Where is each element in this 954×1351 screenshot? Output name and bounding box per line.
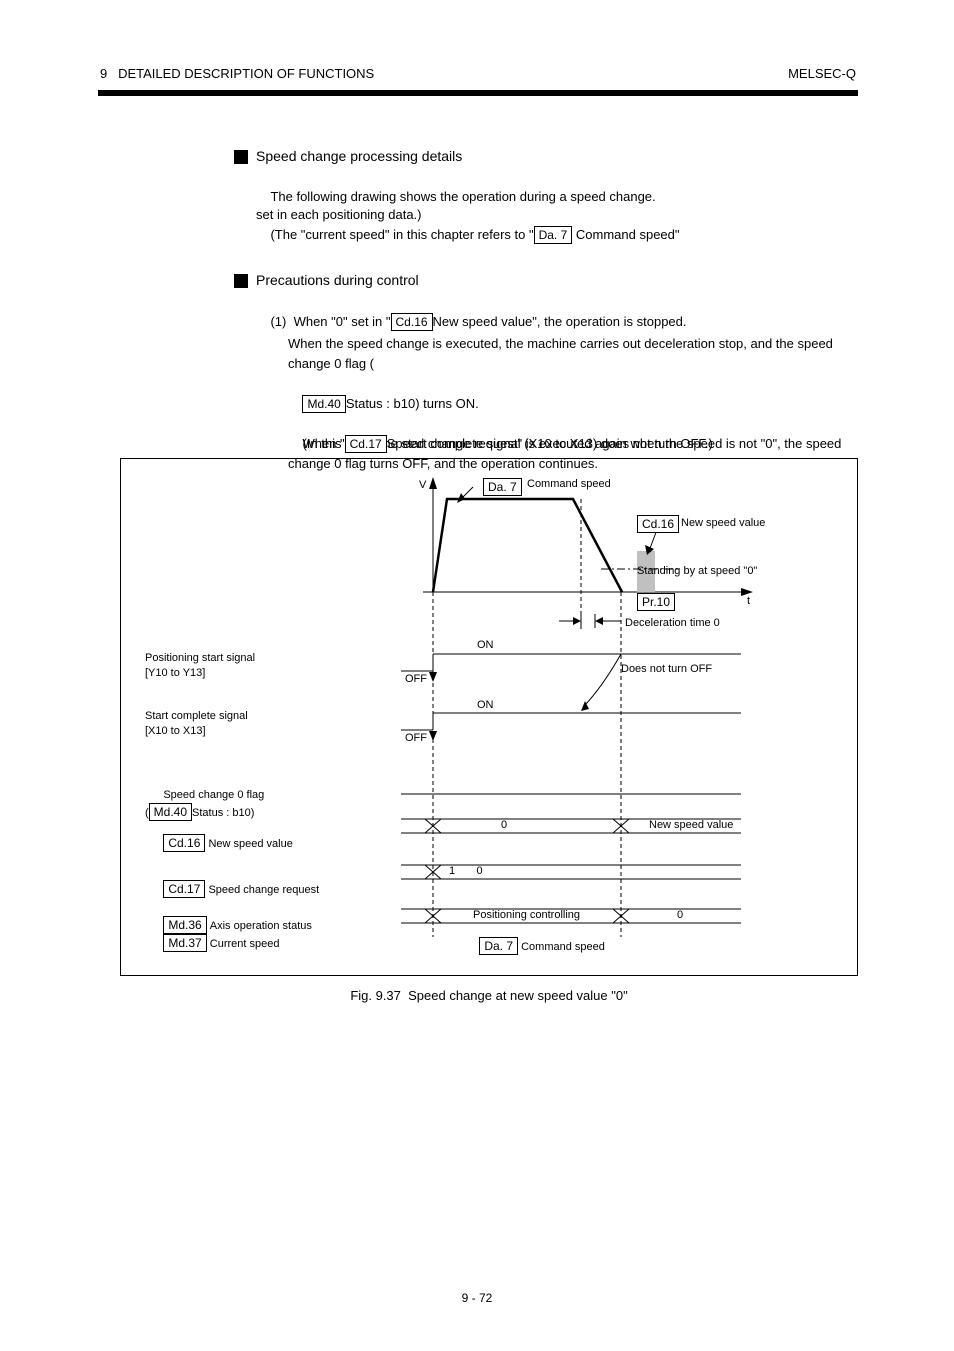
val-1-0: 1 0 <box>449 865 483 877</box>
no-off: Does not turn OFF <box>621 663 712 675</box>
da7-row-box: Da. 7 <box>479 937 518 955</box>
off-label-2: OFF <box>405 732 427 744</box>
section1-line2-pre: (The "current speed" in this chapter ref… <box>270 227 533 242</box>
section2-title: Precautions during control <box>256 272 419 288</box>
cd17-pre: When " <box>302 436 344 451</box>
s2-l1-post: New speed value", the operation is stopp… <box>433 314 687 329</box>
figure-caption: Fig. 9.37 Speed change at new speed valu… <box>120 988 858 1003</box>
bullet-icon <box>234 150 248 164</box>
row-start-complete: Start complete signal [X10 to X13] <box>145 709 385 739</box>
val-positioning: Positioning controlling <box>473 909 580 921</box>
page: 9 DETAILED DESCRIPTION OF FUNCTIONS MELS… <box>0 0 954 1351</box>
da7-text: Command speed <box>527 478 611 490</box>
s2-l1-pre: (1) When "0" set in " <box>270 314 390 329</box>
da7-box: Da. 7 <box>483 478 522 496</box>
cd17-row-text: Speed change request <box>208 884 319 896</box>
pr10-text: Deceleration time 0 <box>625 617 720 629</box>
section1-title: Speed change processing details <box>256 148 462 164</box>
md37-text: Current speed <box>210 938 280 950</box>
cd16-text: New speed value <box>681 517 765 529</box>
on-label-2: ON <box>477 699 494 711</box>
t-label: t <box>747 595 750 607</box>
cd17-code-box: Cd.17 <box>345 435 387 453</box>
diagram-frame: Da. 7 Command speed Cd.16 New speed valu… <box>120 458 858 976</box>
md40-text: Status : b10) turns ON. <box>346 396 479 411</box>
section1-line3: set in each positioning data.) <box>256 206 422 223</box>
cd16-row-text: New speed value <box>208 838 292 850</box>
row-cd16: Cd.16 New speed value <box>145 819 405 867</box>
cd16-box: Cd.16 <box>637 515 679 533</box>
cd16-row-box: Cd.16 <box>163 834 205 852</box>
on-label-1: ON <box>477 639 494 651</box>
pr10-box: Pr.10 <box>637 593 675 611</box>
cd17-row-box: Cd.17 <box>163 880 205 898</box>
da7-code-box: Da. 7 <box>534 226 573 244</box>
page-number: 9 - 72 <box>0 1291 954 1305</box>
bullet-icon <box>234 274 248 288</box>
off-label-1: OFF <box>405 673 427 685</box>
header-rule <box>98 90 858 96</box>
section1-line2-post: Command speed" <box>572 227 679 242</box>
header-right: MELSEC-Q <box>788 66 856 81</box>
row-md37: Md.37 Current speed <box>145 919 405 967</box>
md40-code-box: Md.40 <box>302 395 345 413</box>
val-0-a: 0 <box>501 819 507 831</box>
v-label: V <box>419 479 426 491</box>
val-0-b: 0 <box>677 909 683 921</box>
standing-by: Standing by at speed "0" <box>637 565 757 577</box>
da7-row-text: Command speed <box>521 941 605 953</box>
md40-txt: Status : b10) <box>192 807 254 819</box>
row-da7: Da. 7 Command speed <box>461 925 605 967</box>
header-left: 9 DETAILED DESCRIPTION OF FUNCTIONS <box>100 66 374 81</box>
val-new-speed: New speed value <box>649 819 733 831</box>
cd16-code-box: Cd.16 <box>391 313 433 331</box>
section2-body2: When the speed change is executed, the m… <box>288 334 858 374</box>
row-start-signal: Positioning start signal [Y10 to Y13] <box>145 651 385 681</box>
section1-line1: The following drawing shows the operatio… <box>270 189 655 204</box>
md37-box: Md.37 <box>163 934 206 952</box>
